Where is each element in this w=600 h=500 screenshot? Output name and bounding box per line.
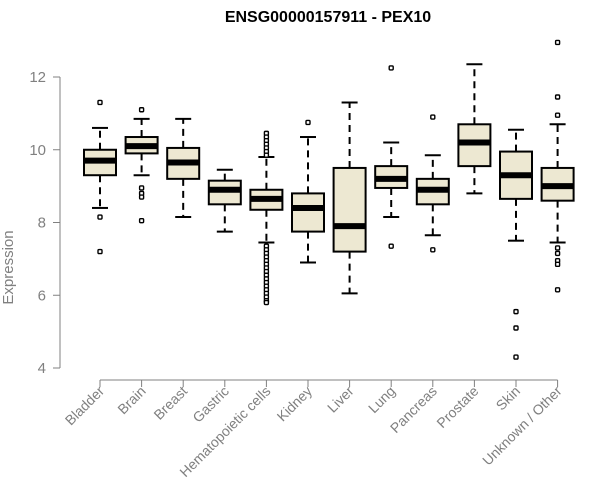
iqr-box bbox=[332, 166, 367, 253]
outlier-point bbox=[97, 99, 103, 106]
outlier-point bbox=[554, 94, 561, 100]
iqr-box bbox=[291, 192, 325, 233]
x-tick-label: Bladder bbox=[62, 383, 108, 429]
outlier-point bbox=[138, 194, 145, 200]
outlier-point bbox=[513, 308, 519, 315]
y-tick-label: 10 bbox=[29, 142, 46, 159]
box-pancreas bbox=[415, 114, 450, 253]
box-brain bbox=[124, 107, 159, 224]
x-tick-label: Prostate bbox=[433, 383, 481, 431]
boxes bbox=[83, 39, 575, 360]
box-skin bbox=[499, 128, 533, 360]
x-tick-label: Kidney bbox=[274, 383, 316, 425]
outlier-point bbox=[513, 325, 519, 331]
y-tick-label: 12 bbox=[29, 69, 46, 86]
outlier-point bbox=[97, 248, 103, 255]
chart-title: ENSG00000157911 - PEX10 bbox=[225, 9, 431, 26]
box-lung bbox=[374, 65, 409, 249]
outlier-point bbox=[138, 185, 145, 191]
outlier-point bbox=[138, 107, 145, 113]
y-tick-label: 4 bbox=[38, 360, 46, 377]
box-liver bbox=[332, 101, 367, 295]
box-hematopoietic-cells bbox=[249, 130, 284, 306]
outlier-point bbox=[388, 243, 394, 249]
outlier-point bbox=[513, 354, 519, 360]
x-tick-label: Unknown / Other bbox=[479, 383, 565, 469]
outlier-point bbox=[554, 112, 561, 118]
outlier-point bbox=[388, 65, 394, 71]
x-tick-label: Liver bbox=[324, 383, 357, 416]
x-tick-label: Lung bbox=[365, 383, 398, 416]
y-tick-label: 6 bbox=[38, 287, 46, 304]
outlier-point bbox=[430, 114, 436, 120]
outlier-point bbox=[554, 245, 561, 251]
box-unknown-other bbox=[540, 39, 575, 293]
box-prostate bbox=[457, 63, 492, 195]
outlier-point bbox=[430, 247, 436, 253]
y-axis-label: Expression bbox=[0, 230, 17, 304]
outlier-point bbox=[263, 152, 270, 158]
outlier-point bbox=[263, 299, 270, 306]
outlier-point bbox=[554, 287, 561, 293]
outlier-point bbox=[305, 119, 311, 126]
box-breast bbox=[166, 117, 201, 219]
box-bladder bbox=[83, 99, 117, 255]
x-tick-label: Skin bbox=[493, 383, 524, 414]
outlier-point bbox=[138, 217, 145, 224]
outlier-point bbox=[554, 39, 561, 46]
outlier-point bbox=[554, 250, 561, 257]
x-tick-label: Breast bbox=[150, 383, 190, 423]
x-tick-label: Brain bbox=[114, 383, 148, 417]
y-axis: 4 6 8 10 12 bbox=[29, 69, 61, 377]
y-tick-label: 8 bbox=[38, 215, 46, 232]
box-kidney bbox=[291, 119, 325, 264]
outlier-point bbox=[554, 261, 561, 268]
outlier-point bbox=[97, 214, 103, 220]
box-gastric bbox=[207, 168, 242, 233]
